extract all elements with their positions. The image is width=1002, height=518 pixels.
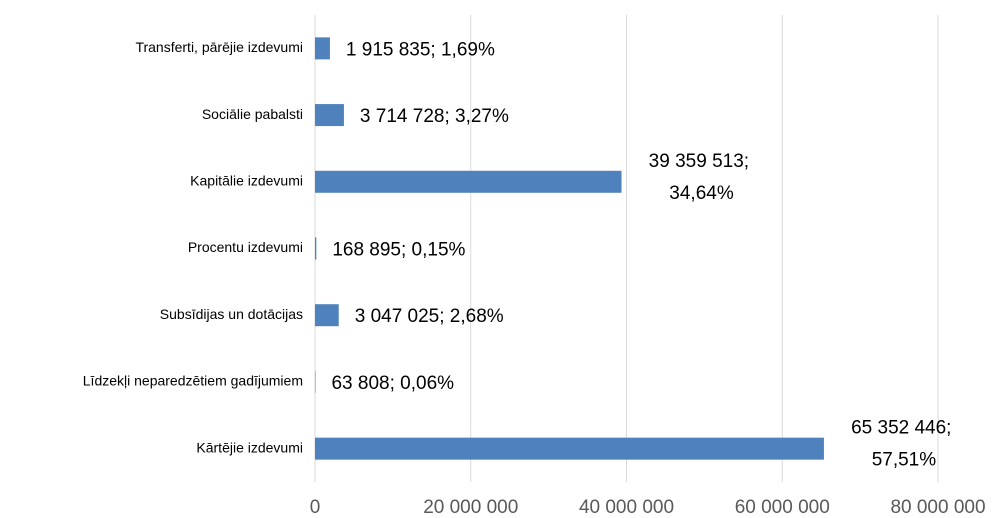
y-tick-label: Kapitālie izdevumi xyxy=(190,172,303,188)
data-label: 3 714 728; 3,27% xyxy=(360,106,509,127)
bar xyxy=(315,37,330,60)
x-tick-label: 80 000 000 xyxy=(890,497,985,518)
data-label: 39 359 513; 34,64% xyxy=(649,151,755,204)
data-label: 1 915 835; 1,69% xyxy=(346,39,495,60)
bar xyxy=(315,304,339,327)
y-tick-label: Transferti, pārējie izdevumi xyxy=(135,39,303,55)
data-label: 65 352 446; 57,51% xyxy=(851,418,957,471)
data-label: 63 808; 0,06% xyxy=(331,373,454,394)
bar xyxy=(315,237,317,260)
x-tick-label: 0 xyxy=(310,497,321,518)
x-tick-label: 40 000 000 xyxy=(579,497,674,518)
y-tick-label: Procentu izdevumi xyxy=(188,239,303,255)
bar xyxy=(315,437,824,460)
bar xyxy=(315,104,344,127)
y-tick-label: Līdzekļi neparedzētiem gadījumiem xyxy=(83,373,303,389)
data-label: 3 047 025; 2,68% xyxy=(355,306,504,327)
y-tick-label: Kārtējie izdevumi xyxy=(196,439,303,455)
x-tick-label: 20 000 000 xyxy=(423,497,518,518)
x-tick-label: 60 000 000 xyxy=(735,497,830,518)
bar xyxy=(315,170,622,193)
y-tick-label: Sociālie pabalsti xyxy=(202,106,303,122)
y-tick-label: Subsīdijas un dotācijas xyxy=(160,306,303,322)
data-label: 168 895; 0,15% xyxy=(332,240,465,261)
